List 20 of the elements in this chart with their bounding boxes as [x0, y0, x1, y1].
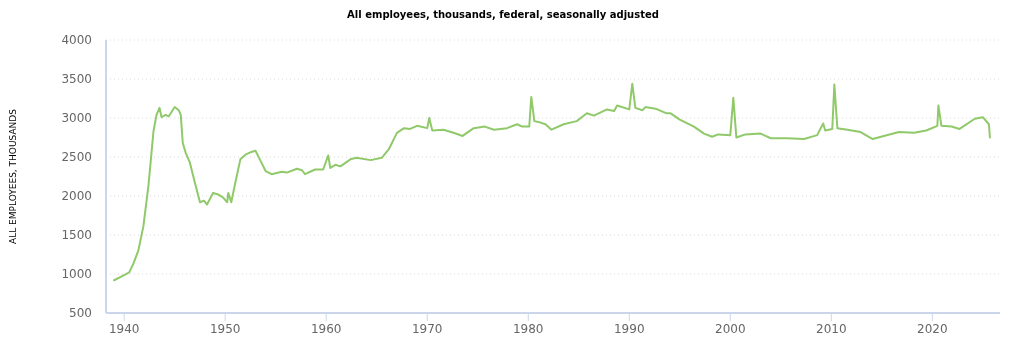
- x-tick-label: 1980: [512, 322, 544, 336]
- x-tick-label: 1990: [613, 322, 645, 336]
- y-tick-label: 1500: [61, 228, 92, 243]
- x-tick-label: 2010: [816, 322, 847, 336]
- x-tick-label: 1960: [310, 322, 342, 336]
- y-tick-label: 4000: [61, 33, 92, 48]
- x-tick-label: 2020: [917, 322, 948, 336]
- y-axis-title: ALL EMPLOYEES, THOUSANDS: [8, 108, 18, 244]
- y-tick-label: 1000: [61, 267, 92, 282]
- y-tick-label: 500: [69, 306, 92, 321]
- line-series: [113, 82, 991, 282]
- y-tick-label: 2000: [61, 189, 92, 204]
- y-tick-label: 3000: [61, 111, 92, 126]
- x-tick-label: 1970: [411, 322, 443, 336]
- y-tick-label: 2500: [61, 150, 92, 165]
- x-tick-label: 2000: [715, 322, 746, 336]
- x-tick-label: 1950: [209, 322, 241, 336]
- chart-title: All employees, thousands, federal, seasonally adjusted: [347, 9, 659, 20]
- x-tick-label: 1940: [108, 322, 140, 336]
- y-tick-label: 3500: [61, 72, 92, 87]
